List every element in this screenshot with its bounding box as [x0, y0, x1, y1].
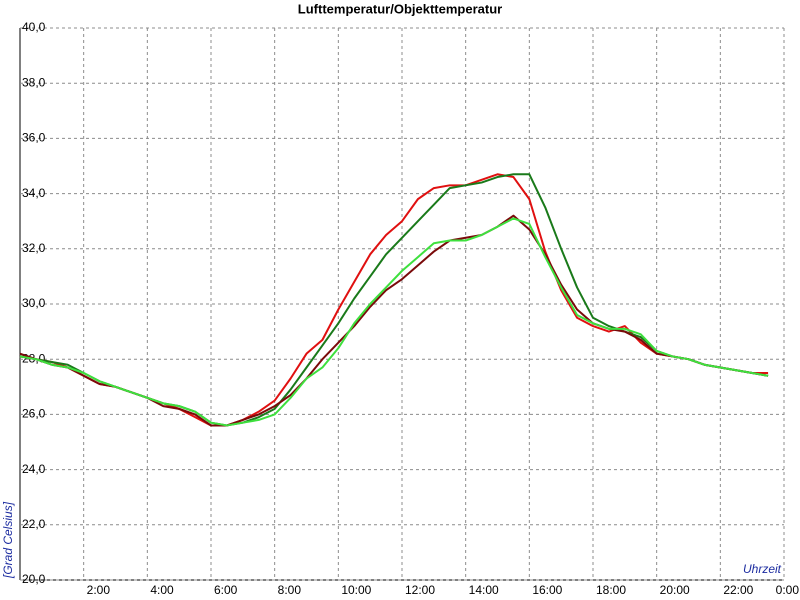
x-tick-label: 2:00 [87, 583, 111, 597]
y-tick-label: 32,0 [22, 241, 46, 255]
y-tick-label: 40,0 [22, 20, 46, 34]
x-tick-label: 18:00 [596, 583, 626, 597]
x-tick-label: 12:00 [405, 583, 435, 597]
chart-title: Lufttemperatur/Objekttemperatur [298, 1, 502, 16]
y-tick-label: 30,0 [22, 296, 46, 310]
x-tick-label: 10:00 [341, 583, 371, 597]
x-tick-label: 0:00 [776, 583, 800, 597]
x-axis-label: Uhrzeit [743, 562, 782, 576]
series-line [19, 173, 769, 427]
y-tick-label: 20,0 [22, 572, 46, 586]
x-tick-label: 4:00 [150, 583, 174, 597]
y-tick-label: 38,0 [22, 75, 46, 89]
x-tick-label: 14:00 [469, 583, 499, 597]
series-line [19, 217, 769, 427]
x-tick-label: 22:00 [723, 583, 753, 597]
y-tick-label: 22,0 [22, 517, 46, 531]
y-tick-label: 34,0 [22, 186, 46, 200]
y-tick-label: 24,0 [22, 462, 46, 476]
x-tick-label: 6:00 [214, 583, 238, 597]
x-tick-label: 16:00 [532, 583, 562, 597]
x-tick-label: 8:00 [278, 583, 302, 597]
x-tick-label: 20:00 [660, 583, 690, 597]
series-line [19, 173, 769, 427]
y-tick-label: 36,0 [22, 131, 46, 145]
y-tick-label: 26,0 [22, 407, 46, 421]
y-axis-label: [Grad Celsius] [1, 501, 15, 579]
